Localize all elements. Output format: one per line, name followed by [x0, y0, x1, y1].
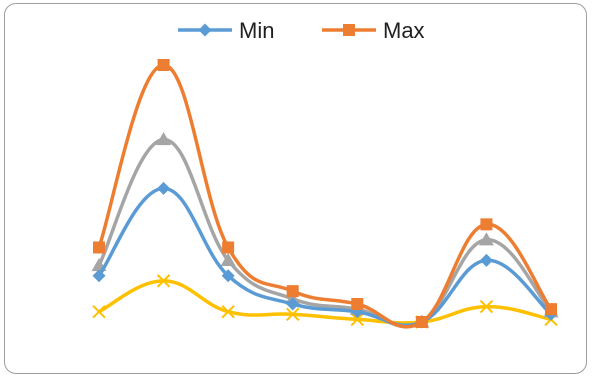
data-point-min-2: [157, 181, 171, 195]
data-point-series-4-2: [156, 274, 171, 288]
series-line-max: [97, 63, 553, 329]
legend-item-max: Max: [322, 18, 425, 43]
legend-item-min: Min: [178, 18, 274, 43]
data-point-series-4-1: [92, 305, 106, 319]
series-line-series-4: [97, 279, 553, 325]
data-point-series-3-3: [220, 252, 236, 266]
data-point-max-8: [545, 303, 557, 316]
data-point-series-3-2: [156, 132, 172, 146]
series-series-4: [92, 274, 558, 329]
data-point-series-4-5: [350, 312, 364, 327]
legend: Min Max: [178, 18, 425, 43]
data-point-max-4: [286, 285, 299, 298]
data-point-min-3: [221, 269, 235, 283]
legend-label-max: Max: [383, 18, 425, 43]
chart-frame: Min Max: [4, 3, 587, 374]
data-point-max-2: [157, 59, 170, 71]
data-point-max-6: [415, 316, 428, 328]
legend-label-min: Min: [239, 18, 274, 43]
data-point-series-4-3: [221, 305, 235, 319]
line-chart: Min Max: [91, 18, 559, 329]
legend-marker-max: [343, 24, 355, 36]
data-point-max-3: [222, 241, 235, 254]
legend-marker-min: [198, 23, 212, 37]
series-layer: [91, 59, 559, 329]
data-point-max-5: [351, 298, 364, 311]
series-max: [93, 59, 557, 329]
data-point-min-7: [479, 253, 493, 267]
data-point-max-7: [480, 218, 493, 231]
data-point-series-4-7: [479, 299, 494, 314]
data-point-max-1: [93, 241, 105, 254]
data-point-series-3-7: [478, 232, 494, 246]
data-point-min-4: [286, 297, 300, 311]
data-point-min-1: [92, 269, 106, 283]
data-point-series-4-4: [286, 307, 300, 321]
